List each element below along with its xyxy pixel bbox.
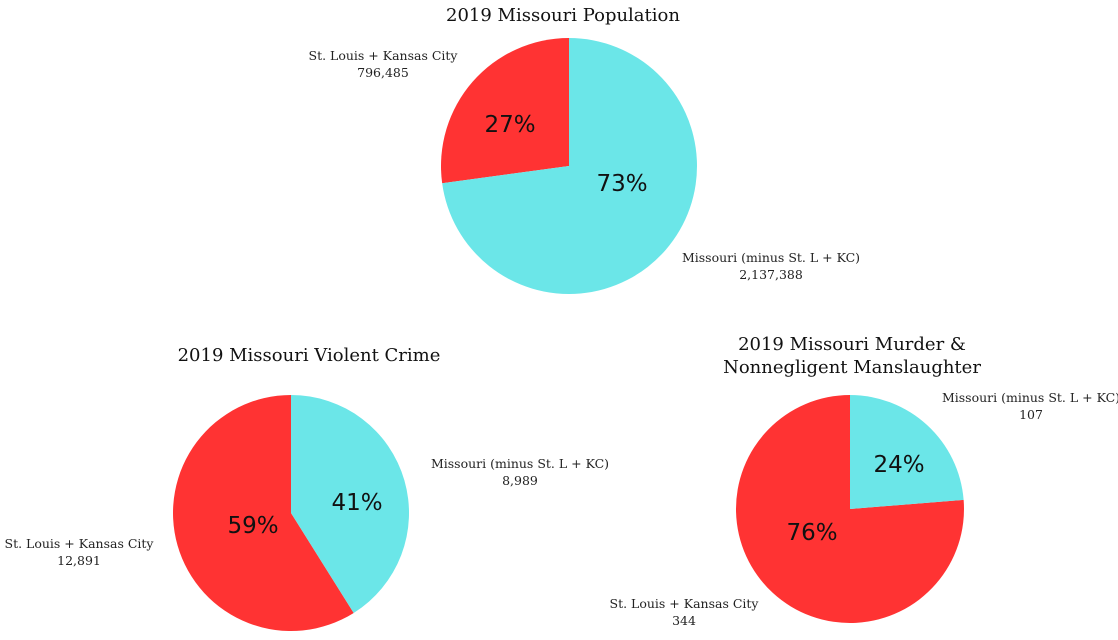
population-rest-name: Missouri (minus St. L + KC): [682, 250, 860, 265]
violent-crime-chart-title: 2019 Missouri Violent Crime: [178, 345, 441, 366]
violent-crime-cities-percent: 59%: [227, 513, 278, 539]
violent-crime-slice-rest: [291, 394, 410, 613]
population-pie-chart: 2019 Missouri Population 27% 73% St. Lou…: [309, 5, 860, 294]
population-rest-percent: 73%: [596, 171, 647, 197]
violent-crime-cities-value: 12,891: [57, 553, 101, 568]
population-slice-cities: [440, 38, 569, 184]
murder-chart-title-line-2: Nonnegligent Manslaughter: [723, 357, 981, 378]
population-cities-percent: 27%: [484, 112, 535, 138]
population-chart-title: 2019 Missouri Population: [446, 5, 680, 26]
violent-crime-rest-name: Missouri (minus St. L + KC): [431, 456, 609, 471]
murder-rest-percent: 24%: [873, 452, 924, 478]
population-cities-name: St. Louis + Kansas City: [309, 48, 459, 63]
murder-chart-title-line-1: 2019 Missouri Murder &: [738, 334, 966, 355]
murder-cities-value: 344: [672, 613, 696, 628]
violent-crime-pie-chart: 2019 Missouri Violent Crime 59% 41% St. …: [5, 345, 609, 631]
murder-cities-name: St. Louis + Kansas City: [610, 596, 760, 611]
violent-crime-slice-cities: [173, 395, 354, 631]
population-rest-value: 2,137,388: [739, 267, 803, 282]
violent-crime-rest-value: 8,989: [502, 473, 538, 488]
murder-pie-chart: 2019 Missouri Murder & Nonnegligent Mans…: [610, 334, 1118, 628]
murder-rest-name: Missouri (minus St. L + KC): [942, 390, 1118, 405]
murder-rest-value: 107: [1019, 407, 1043, 422]
violent-crime-rest-percent: 41%: [331, 490, 382, 516]
murder-slice-rest: [850, 395, 964, 509]
murder-slice-cities: [735, 395, 964, 623]
violent-crime-cities-name: St. Louis + Kansas City: [5, 536, 155, 551]
murder-cities-percent: 76%: [786, 520, 837, 546]
population-slice-rest: [442, 38, 697, 294]
population-cities-value: 796,485: [357, 65, 409, 80]
